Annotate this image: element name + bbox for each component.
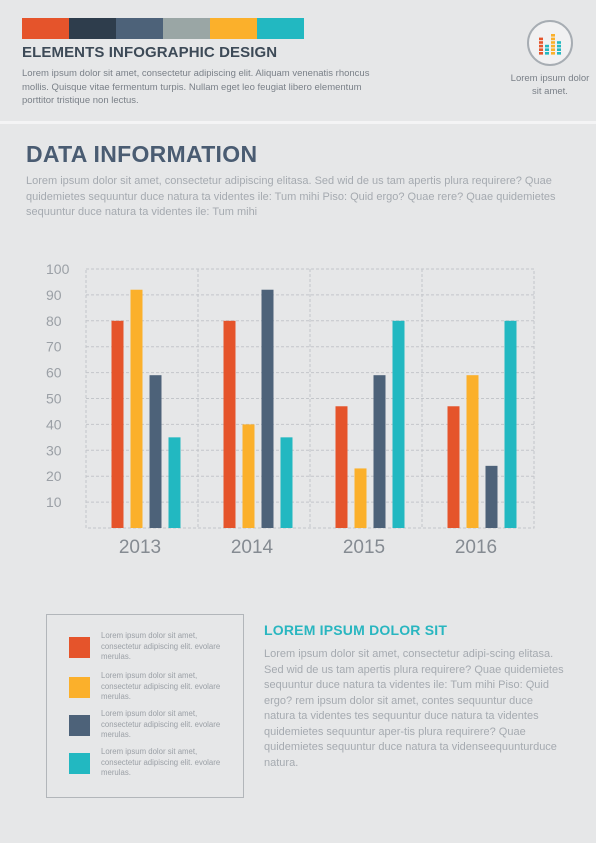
icon-bar-segment — [545, 52, 549, 55]
color-swatch — [210, 18, 257, 39]
header-text: Lorem ipsum dolor sit amet, consectetur … — [22, 68, 370, 106]
legend-swatch — [69, 677, 90, 698]
y-tick-label: 20 — [46, 468, 62, 484]
y-tick-label: 80 — [46, 313, 62, 329]
x-tick-label: 2016 — [455, 537, 497, 558]
legend-text: Lorem ipsum dolor sit amet, consectetur … — [101, 671, 221, 701]
icon-bar-segment — [557, 48, 561, 51]
bar — [280, 437, 293, 528]
color-swatch — [69, 18, 116, 39]
header: ELEMENTS INFOGRAPHIC DESIGN Lorem ipsum … — [0, 0, 596, 120]
side-text: Lorem ipsum dolor sit amet, consectetur … — [264, 648, 564, 769]
bar — [242, 424, 255, 528]
y-tick-label: 100 — [46, 261, 70, 277]
bar — [466, 375, 479, 528]
divider — [0, 121, 596, 124]
icon-bar-segment — [539, 41, 543, 44]
icon-bar-segment — [557, 52, 561, 55]
header-title: ELEMENTS INFOGRAPHIC DESIGN — [22, 44, 278, 61]
y-tick-label: 50 — [46, 391, 62, 407]
y-tick-label: 10 — [46, 494, 62, 510]
icon-bar-segment — [551, 52, 555, 55]
chart-grid — [85, 268, 535, 529]
side-title: LOREM IPSUM DOLOR SIT — [264, 622, 448, 638]
icon-bar-segment — [557, 44, 561, 48]
bar — [261, 289, 274, 528]
y-tick-label: 60 — [46, 365, 62, 381]
y-tick-label: 70 — [46, 339, 62, 355]
chart-labels: 10 20 30 40 50 60 70 80 90 100 2013 2014 2015 2016 — [46, 261, 497, 558]
icon-bar-segment — [551, 44, 555, 48]
bar — [447, 406, 460, 528]
badge-text: Lorem ipsum dolor sit amet. — [510, 73, 590, 97]
y-tick-label: 30 — [46, 442, 62, 458]
y-tick-label: 90 — [46, 287, 62, 303]
bar-chart-icon — [539, 34, 561, 55]
bar — [354, 468, 367, 528]
icon-bar-segment — [539, 37, 543, 41]
bar — [130, 289, 143, 528]
bar — [373, 375, 386, 528]
y-tick-label: 40 — [46, 416, 62, 432]
chart-bars — [111, 289, 517, 528]
x-tick-label: 2015 — [343, 537, 385, 558]
legend-text: Lorem ipsum dolor sit amet, consectetur … — [101, 747, 221, 777]
bar — [223, 320, 236, 528]
legend-swatch — [69, 753, 90, 774]
bar — [485, 465, 498, 528]
bar — [149, 375, 162, 528]
section-title: DATA INFORMATION — [26, 141, 258, 167]
icon-bar-segment — [551, 41, 555, 44]
legend-swatch — [69, 637, 90, 658]
bar — [168, 437, 181, 528]
bar — [504, 320, 517, 528]
color-strip — [22, 18, 304, 39]
color-swatch — [22, 18, 69, 39]
section-text: Lorem ipsum dolor sit amet, consectetur … — [26, 175, 556, 218]
bar — [111, 320, 124, 528]
legend: Lorem ipsum dolor sit amet, consectetur … — [46, 614, 244, 798]
icon-bar-segment — [545, 48, 549, 51]
icon-bar-segment — [551, 34, 555, 37]
icon-bar-segment — [539, 44, 543, 48]
x-tick-label: 2013 — [119, 537, 161, 558]
legend-text: Lorem ipsum dolor sit amet, consectetur … — [101, 631, 221, 661]
x-tick-label: 2014 — [231, 537, 274, 558]
icon-bar-segment — [557, 41, 561, 44]
icon-bar-segment — [545, 44, 549, 48]
legend-swatch — [69, 715, 90, 736]
plot-frame — [85, 268, 535, 529]
color-swatch — [116, 18, 163, 39]
color-swatch — [257, 18, 304, 39]
icon-bar-segment — [551, 48, 555, 51]
icon-bar-segment — [551, 37, 555, 41]
bar — [335, 406, 348, 528]
badge — [527, 20, 573, 66]
icon-bar-segment — [539, 48, 543, 51]
legend-text: Lorem ipsum dolor sit amet, consectetur … — [101, 709, 221, 739]
icon-bar-segment — [539, 52, 543, 55]
bar — [392, 320, 405, 528]
color-swatch — [163, 18, 210, 39]
